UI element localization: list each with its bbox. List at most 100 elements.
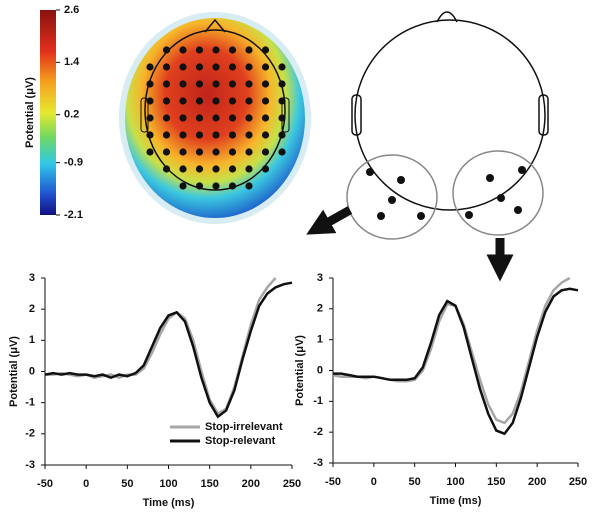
electrode bbox=[195, 182, 204, 190]
electrode bbox=[514, 206, 522, 214]
roi-electrodes bbox=[366, 166, 526, 220]
y-tick-label: -1 bbox=[313, 395, 323, 407]
electrode bbox=[245, 148, 253, 156]
electrode bbox=[245, 80, 253, 88]
electrode bbox=[146, 114, 154, 122]
electrode bbox=[366, 168, 374, 176]
y-tick-label: 1 bbox=[317, 334, 323, 346]
electrode bbox=[195, 165, 204, 173]
electrode bbox=[179, 114, 187, 122]
ear bbox=[538, 94, 549, 136]
topomap-nose bbox=[204, 18, 226, 33]
electrode bbox=[179, 80, 187, 88]
electrode bbox=[465, 211, 473, 219]
x-tick-label: 0 bbox=[83, 478, 89, 490]
series-line bbox=[45, 277, 277, 416]
electrode bbox=[228, 114, 237, 122]
electrode bbox=[195, 46, 204, 54]
electrode bbox=[195, 148, 204, 156]
electrode bbox=[179, 46, 187, 54]
electrode bbox=[212, 80, 220, 88]
electrode bbox=[228, 80, 237, 88]
y-tick-label: 2 bbox=[29, 303, 35, 315]
x-tick-label: 150 bbox=[200, 478, 218, 490]
x-tick-label: 50 bbox=[121, 478, 133, 490]
electrode bbox=[261, 148, 270, 156]
series-line bbox=[44, 281, 293, 419]
electrode bbox=[245, 46, 253, 54]
electrode bbox=[245, 182, 253, 190]
electrode bbox=[278, 97, 286, 105]
colorbar-tick-label: -0.9 bbox=[64, 157, 83, 169]
electrode bbox=[261, 63, 270, 71]
y-tick-label: -3 bbox=[25, 459, 35, 471]
y-tick-label: -2 bbox=[25, 428, 35, 440]
ear bbox=[351, 94, 362, 136]
electrode bbox=[497, 194, 505, 202]
x-tick-label: 100 bbox=[159, 478, 177, 490]
electrode bbox=[245, 97, 253, 105]
electrode bbox=[417, 212, 425, 220]
electrode bbox=[261, 114, 270, 122]
colorbar-tick-label: -2.1 bbox=[64, 209, 83, 221]
x-tick-label: 100 bbox=[446, 476, 464, 488]
electrode bbox=[212, 63, 220, 71]
electrode bbox=[162, 165, 171, 173]
y-tick-label: 0 bbox=[29, 365, 35, 377]
electrode bbox=[162, 131, 171, 139]
electrode bbox=[245, 114, 253, 122]
colorbar-tick-label: 1.4 bbox=[64, 56, 80, 68]
y-tick-label: -2 bbox=[313, 426, 323, 438]
nose bbox=[436, 11, 458, 23]
x-axis-label: Time (ms) bbox=[430, 495, 482, 507]
electrode bbox=[146, 63, 154, 71]
electrode bbox=[261, 80, 270, 88]
electrode bbox=[162, 80, 171, 88]
electrode bbox=[397, 176, 405, 184]
x-tick-label: 0 bbox=[371, 476, 377, 488]
electrode bbox=[278, 80, 286, 88]
arrow bbox=[306, 206, 353, 235]
y-axis-label: Potential (μV) bbox=[8, 336, 20, 407]
electrode bbox=[195, 63, 204, 71]
head-diagram bbox=[306, 11, 549, 282]
electrode bbox=[377, 212, 385, 220]
electrode bbox=[278, 148, 286, 156]
electrode bbox=[179, 97, 187, 105]
electrode bbox=[212, 148, 220, 156]
electrode bbox=[162, 97, 171, 105]
electrode bbox=[261, 131, 270, 139]
electrode bbox=[212, 182, 220, 190]
y-tick-label: -1 bbox=[25, 397, 35, 409]
electrode bbox=[146, 80, 154, 88]
electrode bbox=[179, 131, 187, 139]
electrode bbox=[146, 131, 154, 139]
electrode bbox=[179, 148, 187, 156]
electrode bbox=[162, 46, 171, 54]
electrode bbox=[146, 148, 154, 156]
electrode bbox=[228, 148, 237, 156]
colorbar-tick-label: 2.6 bbox=[64, 4, 79, 16]
roi-right bbox=[452, 150, 544, 236]
y-tick-label: 1 bbox=[29, 334, 35, 346]
electrode bbox=[179, 63, 187, 71]
electrode bbox=[245, 165, 253, 173]
electrode bbox=[212, 131, 220, 139]
electrode bbox=[388, 196, 396, 204]
x-tick-label: 150 bbox=[487, 476, 505, 488]
electrode bbox=[278, 63, 286, 71]
y-tick-label: -3 bbox=[313, 457, 323, 469]
electrode bbox=[146, 97, 154, 105]
electrode bbox=[179, 182, 187, 190]
x-tick-label: 250 bbox=[283, 478, 301, 490]
electrode bbox=[261, 165, 270, 173]
electrode bbox=[278, 131, 286, 139]
electrode bbox=[228, 63, 237, 71]
electrode bbox=[162, 114, 171, 122]
electrode bbox=[486, 174, 494, 182]
y-tick-label: 3 bbox=[29, 272, 35, 284]
x-tick-label: 50 bbox=[409, 476, 421, 488]
electrode bbox=[212, 114, 220, 122]
topomap bbox=[40, 10, 311, 224]
